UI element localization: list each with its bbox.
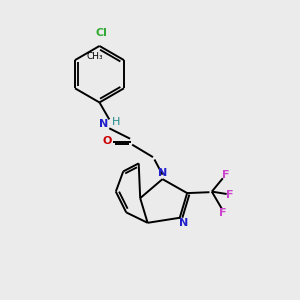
Text: F: F: [219, 208, 226, 218]
Text: Cl: Cl: [95, 28, 107, 38]
Text: F: F: [222, 170, 230, 180]
Text: N: N: [99, 119, 108, 129]
Text: H: H: [112, 117, 120, 128]
Text: N: N: [158, 168, 167, 178]
Text: N: N: [179, 218, 188, 228]
Text: CH₃: CH₃: [86, 52, 103, 61]
Text: O: O: [102, 136, 112, 146]
Text: F: F: [226, 190, 234, 200]
